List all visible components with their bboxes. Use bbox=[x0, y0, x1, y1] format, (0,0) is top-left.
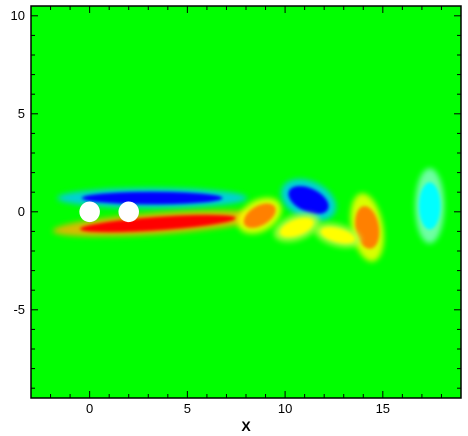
vortex-5 bbox=[350, 193, 384, 262]
vorticity-field bbox=[52, 168, 445, 262]
x-tick-label-1: 5 bbox=[184, 401, 191, 416]
y-tick-label-0: -5 bbox=[13, 302, 25, 317]
vortex-0 bbox=[57, 188, 248, 209]
y-tick-label-1: 0 bbox=[18, 204, 25, 219]
x-axis: 0 5 10 15 bbox=[30, 6, 462, 416]
x-axis-title: X bbox=[241, 418, 251, 434]
cylinder-1 bbox=[118, 201, 139, 223]
vortex-3-core bbox=[288, 186, 329, 215]
vortex-7 bbox=[415, 168, 445, 244]
x-tick-label-3: 15 bbox=[376, 401, 390, 416]
vortex-7-core bbox=[418, 182, 441, 230]
vortex-5-core bbox=[355, 206, 380, 249]
vortex-1 bbox=[52, 210, 264, 237]
x-tick-label-0: 0 bbox=[86, 401, 93, 416]
x-tick-label-2: 10 bbox=[278, 401, 292, 416]
vortex-2 bbox=[237, 197, 282, 234]
vortex-6 bbox=[314, 223, 361, 248]
vortex-3 bbox=[281, 179, 337, 222]
vortex-1-core bbox=[80, 214, 237, 233]
y-tick-label-2: 5 bbox=[18, 106, 25, 121]
vortex-0-core bbox=[81, 191, 223, 205]
vortex-6-core bbox=[320, 227, 355, 244]
vortex-4-core bbox=[280, 217, 314, 237]
cylinder-0 bbox=[79, 201, 100, 223]
y-axis: -5 0 5 10 bbox=[11, 8, 461, 389]
y-tick-label-3: 10 bbox=[11, 8, 25, 23]
vortex-2-core bbox=[243, 203, 276, 228]
vortex-4 bbox=[274, 213, 320, 242]
